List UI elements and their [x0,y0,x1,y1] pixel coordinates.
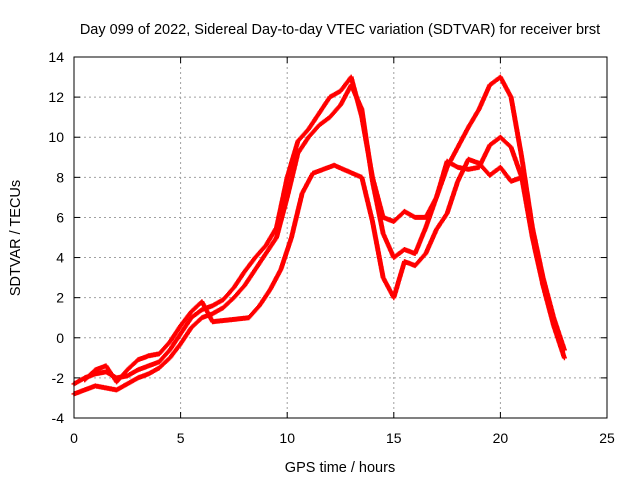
x-tick-label: 0 [70,430,78,446]
x-tick-label: 10 [279,430,295,446]
x-axis-label: GPS time / hours [285,460,395,476]
grid [74,57,607,418]
y-tick-label: 6 [56,209,64,225]
y-tick-label: -4 [52,410,65,426]
x-tick-label: 25 [599,430,615,446]
y-tick-label: 14 [48,49,64,65]
y-tick-label: -2 [52,370,65,386]
series-markers [71,74,567,387]
y-tick-label: 10 [48,129,64,145]
plot-frame [73,56,608,419]
chart-title: Day 099 of 2022, Sidereal Day-to-day VTE… [80,22,600,38]
series-track-1 [71,74,567,397]
series-track-3 [82,156,525,385]
y-tick-label: 8 [56,169,64,185]
y-tick-label: 0 [56,330,64,346]
y-axis-label: SDTVAR / TECUs [8,180,24,296]
series-markers [82,156,525,385]
series-markers [71,74,567,397]
y-tick-label: 4 [56,250,64,266]
x-tick-label: 15 [386,430,402,446]
tick-labels: 0 5 10 15 20 25 -4 -2 0 2 4 6 8 10 12 14 [48,49,615,446]
x-tick-label: 20 [493,430,509,446]
data-points [71,74,567,397]
y-tick-label: 2 [56,290,64,306]
axis-ticks [73,56,608,419]
x-tick-label: 5 [177,430,185,446]
series-track-2 [71,74,567,387]
y-tick-label: 12 [48,89,64,105]
